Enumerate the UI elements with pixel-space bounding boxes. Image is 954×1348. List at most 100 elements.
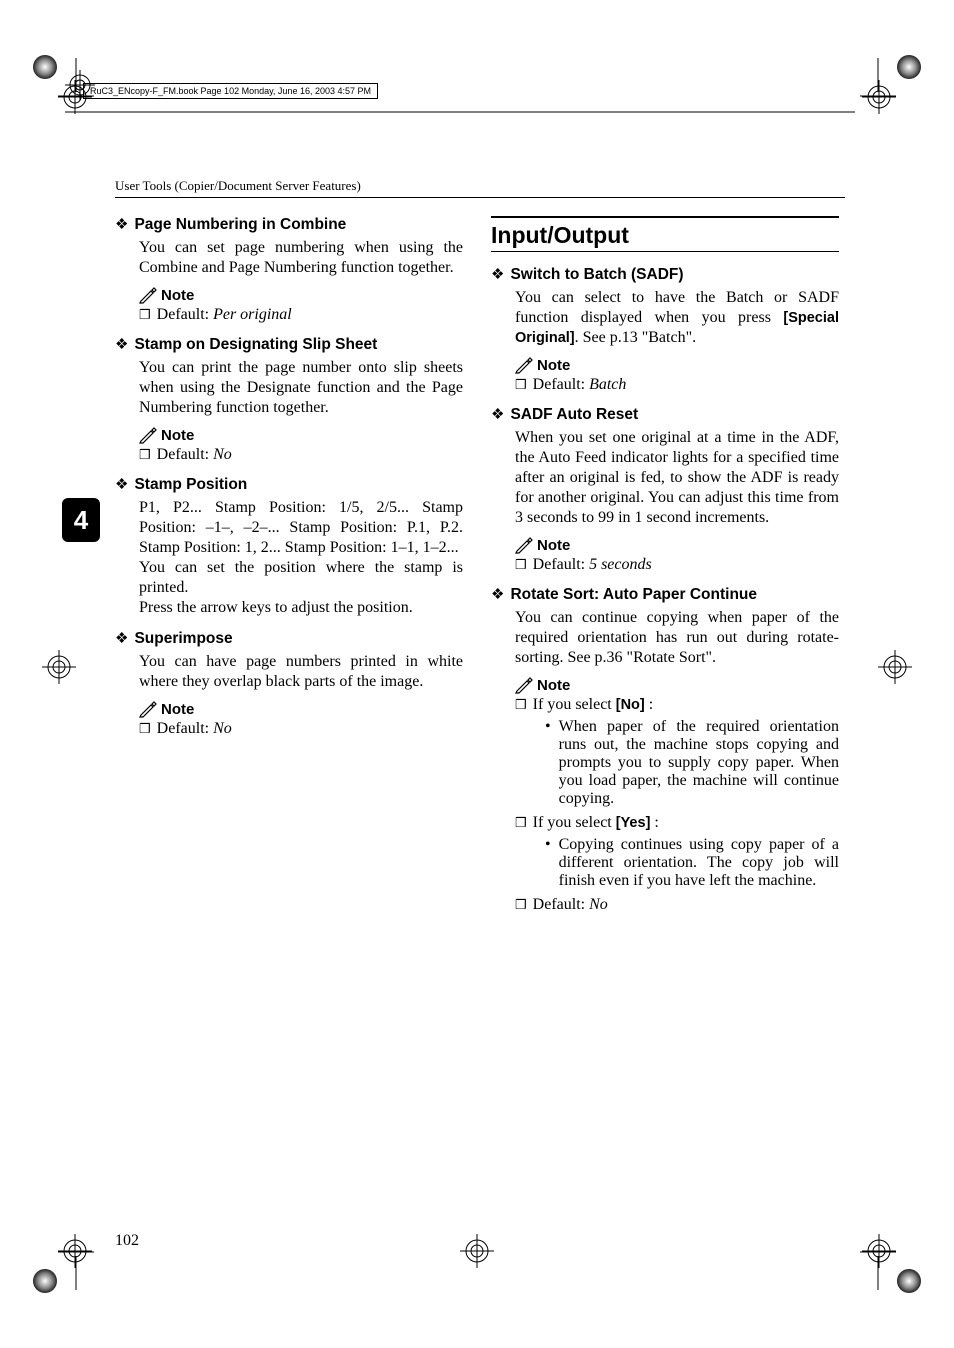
note-label: Note <box>161 427 194 444</box>
item-title: Stamp Position <box>134 476 247 494</box>
pencil-icon <box>139 700 157 718</box>
section-heading: Input/Output <box>491 216 839 252</box>
pencil-icon <box>139 286 157 304</box>
sub-bullet: • When paper of the required orientation… <box>545 718 839 808</box>
page-number: 102 <box>115 1232 139 1250</box>
box-icon: ❒ <box>515 556 527 574</box>
note-value: No <box>585 896 608 913</box>
sub-bullet: • Copying continues using copy paper of … <box>545 836 839 890</box>
item-stamp-position: ❖ Stamp Position P1, P2... Stamp Positio… <box>115 476 463 618</box>
item-superimpose: ❖ Superimpose You can have page numbers … <box>115 630 463 738</box>
note-prefix: Default: <box>533 376 585 393</box>
running-head: User Tools (Copier/Document Server Featu… <box>115 178 845 198</box>
book-info-label: RuC3_ENcopy-F_FM.book Page 102 Monday, J… <box>83 83 378 99</box>
item-title: SADF Auto Reset <box>510 406 638 424</box>
registration-mark-icon <box>460 1234 494 1268</box>
sub-bullet-text: When paper of the required orientation r… <box>559 718 839 808</box>
box-icon: ❒ <box>515 896 527 914</box>
body-text-part: . See p.13 "Batch". <box>575 329 696 346</box>
box-icon: ❒ <box>515 696 527 714</box>
divider-icon <box>65 111 855 113</box>
corner-dot-icon <box>32 54 58 80</box>
item-body: You can print the page number onto slip … <box>139 358 463 418</box>
registration-mark-icon <box>58 1234 92 1268</box>
corner-dot-icon <box>896 54 922 80</box>
section-tab: 4 <box>62 498 100 542</box>
note-prefix: Default: <box>533 896 585 913</box>
note-line: ❒ Default: 5 seconds <box>515 556 839 574</box>
box-icon: ❒ <box>139 306 151 324</box>
bold-key: [No] <box>616 697 645 713</box>
note-line: ❒ Default: Per original <box>139 306 463 324</box>
item-switch-batch: ❖ Switch to Batch (SADF) You can select … <box>491 266 839 394</box>
note-value: Per original <box>209 306 292 323</box>
note-label: Note <box>161 701 194 718</box>
bold-key: [Yes] <box>616 815 651 831</box>
registration-mark-icon <box>862 1234 896 1268</box>
diamond-icon: ❖ <box>115 631 128 647</box>
bullet-icon: • <box>545 836 551 890</box>
pencil-icon <box>515 536 533 554</box>
item-stamp-slip-sheet: ❖ Stamp on Designating Slip Sheet You ca… <box>115 336 463 464</box>
box-icon: ❒ <box>139 446 151 464</box>
box-icon: ❒ <box>515 814 527 832</box>
note-line: ❒ If you select [Yes] : <box>515 814 839 832</box>
diamond-icon: ❖ <box>491 407 504 423</box>
bullet-icon: • <box>545 718 551 808</box>
item-body: You can have page numbers printed in whi… <box>139 652 463 692</box>
item-sadf-auto-reset: ❖ SADF Auto Reset When you set one origi… <box>491 406 839 574</box>
box-icon: ❒ <box>515 376 527 394</box>
item-rotate-sort: ❖ Rotate Sort: Auto Paper Continue You c… <box>491 586 839 914</box>
section-title: Input/Output <box>491 222 839 249</box>
page-content: RuC3_ENcopy-F_FM.book Page 102 Monday, J… <box>115 70 845 926</box>
note-line: ❒ Default: Batch <box>515 376 839 394</box>
note-value: Batch <box>585 376 626 393</box>
note-line: ❒ Default: No <box>139 446 463 464</box>
diamond-icon: ❖ <box>491 267 504 283</box>
note-intro-part: : <box>645 696 653 713</box>
item-body: When you set one original at a time in t… <box>515 428 839 528</box>
corner-dot-icon <box>32 1268 58 1294</box>
item-body: P1, P2... Stamp Position: 1/5, 2/5... St… <box>139 498 463 618</box>
item-title: Rotate Sort: Auto Paper Continue <box>510 586 757 604</box>
item-body: You can select to have the Batch or SADF… <box>515 288 839 348</box>
pencil-icon <box>139 426 157 444</box>
diamond-icon: ❖ <box>115 477 128 493</box>
note-prefix: Default: <box>533 556 585 573</box>
registration-mark-icon <box>878 650 912 684</box>
registration-mark-icon <box>42 650 76 684</box>
sub-bullet-text: Copying continues using copy paper of a … <box>559 836 839 890</box>
left-column: ❖ Page Numbering in Combine You can set … <box>115 216 463 926</box>
box-icon: ❒ <box>139 720 151 738</box>
item-body: You can continue copying when paper of t… <box>515 608 839 668</box>
note-line: ❒ If you select [No] : <box>515 696 839 714</box>
pencil-icon <box>515 356 533 374</box>
note-label: Note <box>537 537 570 554</box>
pencil-icon <box>515 676 533 694</box>
item-title: Page Numbering in Combine <box>134 216 346 234</box>
note-prefix: Default: <box>157 306 209 323</box>
item-page-numbering-combine: ❖ Page Numbering in Combine You can set … <box>115 216 463 324</box>
item-title: Stamp on Designating Slip Sheet <box>134 336 377 354</box>
note-intro-part: If you select <box>533 696 616 713</box>
diamond-icon: ❖ <box>491 587 504 603</box>
diamond-icon: ❖ <box>115 217 128 233</box>
right-column: Input/Output ❖ Switch to Batch (SADF) Yo… <box>491 216 839 926</box>
corner-dot-icon <box>896 1268 922 1294</box>
note-value: No <box>209 446 232 463</box>
note-value: No <box>209 720 232 737</box>
item-body: You can set page numbering when using th… <box>139 238 463 278</box>
note-label: Note <box>537 357 570 374</box>
note-value: 5 seconds <box>585 556 652 573</box>
note-label: Note <box>537 677 570 694</box>
note-label: Note <box>161 287 194 304</box>
note-prefix: Default: <box>157 446 209 463</box>
note-intro-part: If you select <box>533 814 616 831</box>
registration-mark-icon <box>862 80 896 114</box>
item-title: Superimpose <box>134 630 232 648</box>
diamond-icon: ❖ <box>115 337 128 353</box>
note-intro-part: : <box>650 814 658 831</box>
note-line: ❒ Default: No <box>515 896 839 914</box>
item-title: Switch to Batch (SADF) <box>510 266 683 284</box>
note-line: ❒ Default: No <box>139 720 463 738</box>
